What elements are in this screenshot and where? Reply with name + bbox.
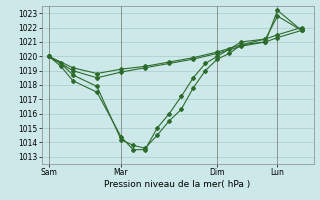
X-axis label: Pression niveau de la mer( hPa ): Pression niveau de la mer( hPa ) <box>104 180 251 189</box>
